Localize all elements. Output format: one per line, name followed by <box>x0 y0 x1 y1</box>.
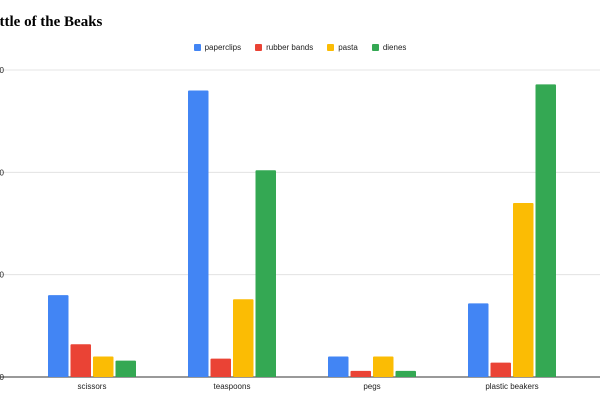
bar-pasta-plastic-beakers <box>513 203 534 377</box>
bar-rubber-bands-teaspoons <box>210 358 231 377</box>
x-tick-label: plastic beakers <box>485 382 538 391</box>
legend-swatch-paperclips <box>193 44 201 51</box>
bar-rubber-bands-scissors <box>70 344 91 377</box>
legend-item-paperclips[interactable]: paperclips <box>193 43 242 52</box>
bar-rubber-bands-pegs <box>350 370 371 377</box>
legend-item-rubber-bands[interactable]: rubber bands <box>255 43 313 52</box>
legend: paperclips rubber bands pasta dienes <box>0 43 600 52</box>
bar-paperclips-plastic-beakers <box>468 303 489 377</box>
bar-paperclips-teaspoons <box>188 90 209 377</box>
x-tick-label: teaspoons <box>214 382 251 391</box>
bar-rubber-bands-plastic-beakers <box>490 362 511 377</box>
legend-label-rubber-bands: rubber bands <box>266 43 314 52</box>
bar-paperclips-pegs <box>328 356 349 377</box>
bar-pasta-scissors <box>93 356 114 377</box>
legend-swatch-rubber-bands <box>255 44 263 51</box>
legend-item-pasta[interactable]: pasta <box>327 43 358 52</box>
bar-pasta-pegs <box>373 356 394 377</box>
y-tick-label: 0 <box>0 271 5 280</box>
legend-label-dienes: dienes <box>382 43 407 52</box>
bar-dienes-plastic-beakers <box>535 84 556 378</box>
bar-paperclips-scissors <box>48 295 69 377</box>
bar-dienes-teaspoons <box>255 170 276 377</box>
bar-dienes-pegs <box>395 370 416 377</box>
legend-label-pasta: pasta <box>338 43 358 52</box>
legend-swatch-dienes <box>371 44 379 51</box>
y-tick-label: 0 <box>0 66 5 75</box>
chart-title: attle of the Beaks <box>0 14 103 30</box>
legend-swatch-pasta <box>327 44 335 51</box>
x-tick-label: pegs <box>363 382 380 391</box>
bar-pasta-teaspoons <box>233 299 254 377</box>
y-tick-label: 0 <box>0 168 5 177</box>
y-tick-label: 0 <box>0 373 5 382</box>
x-tick-label: scissors <box>78 382 107 391</box>
bar-dienes-scissors <box>115 360 136 377</box>
legend-label-paperclips: paperclips <box>204 43 242 52</box>
legend-item-dienes[interactable]: dienes <box>371 43 407 52</box>
